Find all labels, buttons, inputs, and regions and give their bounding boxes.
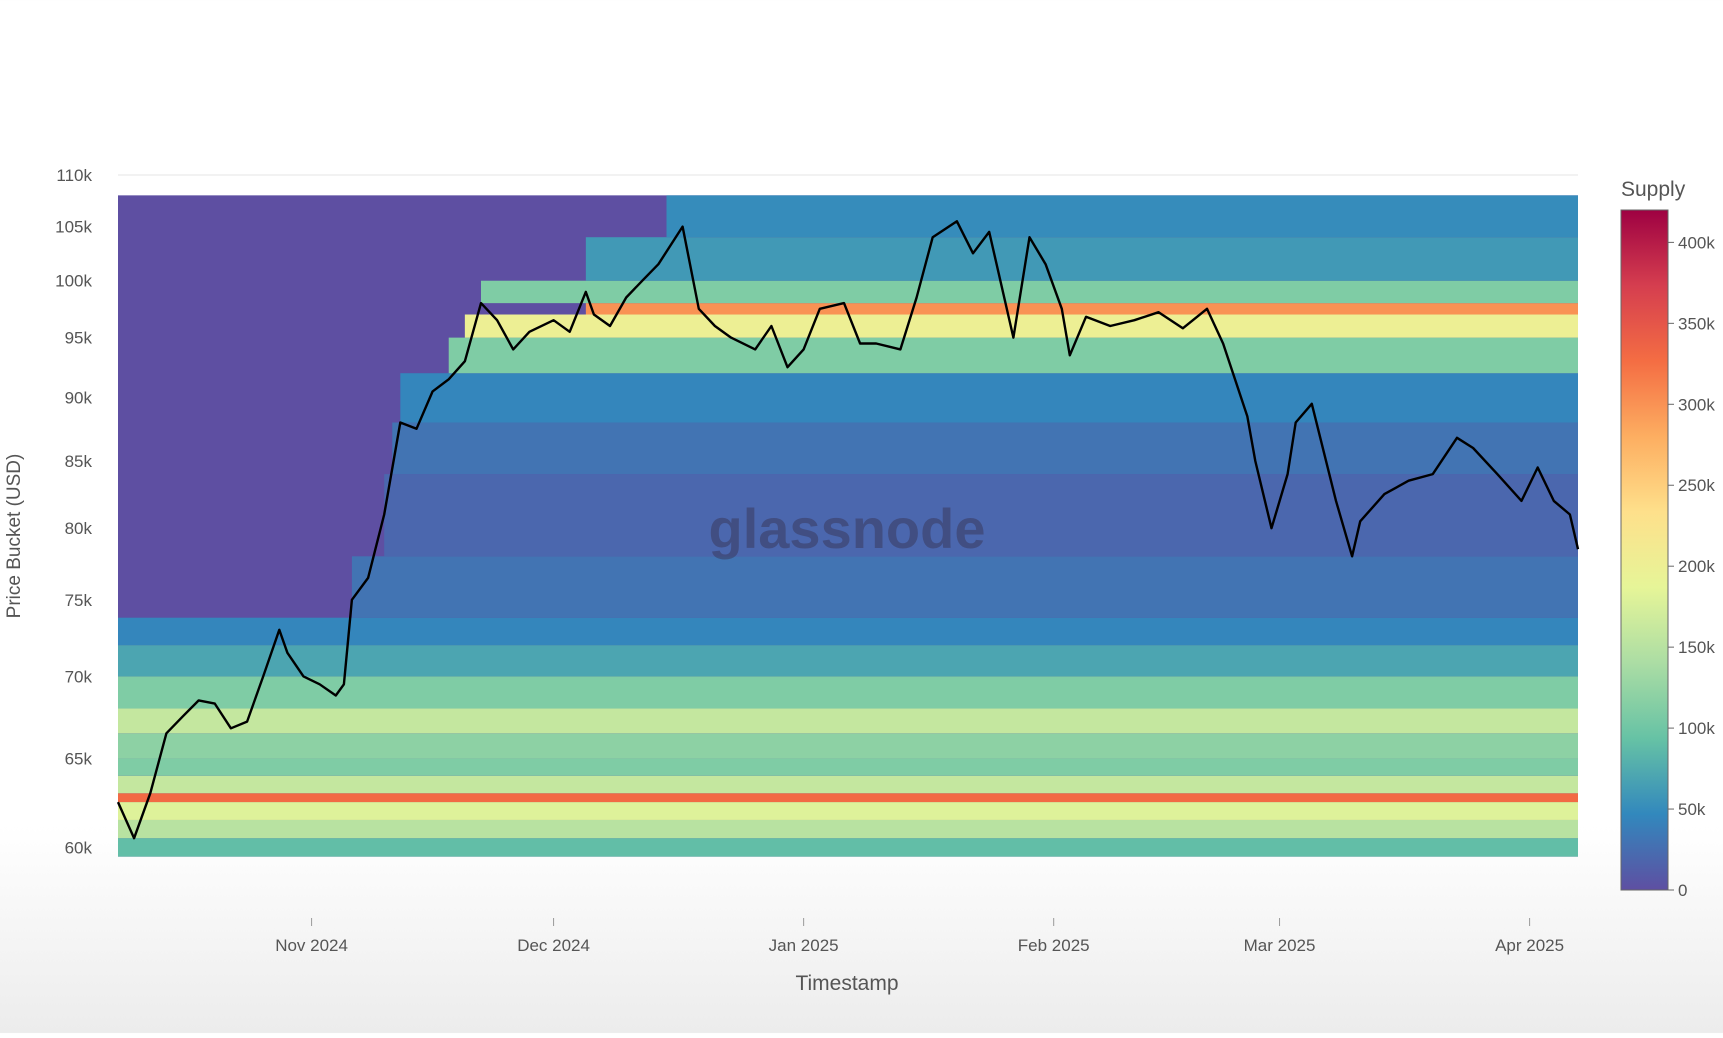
colorbar-tick-label: 400k: [1678, 233, 1715, 252]
colorbar-tick-label: 250k: [1678, 476, 1715, 495]
colorbar-tick-label: 0: [1678, 881, 1687, 900]
colorbar: Supply 0 50k 100k 150k 200k 250k 300k 350k 400k: [1620, 178, 1715, 900]
y-tick-label: 80k: [65, 519, 93, 538]
heatmap-band: [118, 802, 1578, 820]
heatmap-band: [384, 474, 1578, 557]
x-axis-label: Timestamp: [795, 972, 898, 995]
price-line-layer: [116, 220, 1580, 840]
y-tick-label: 75k: [65, 591, 93, 610]
y-axis-label: Price Bucket (USD): [4, 454, 25, 619]
x-tick-label: Mar 2025: [1244, 936, 1316, 955]
x-axis: Nov 2024 Dec 2024 Jan 2025 Feb 2025 Mar 2025…: [275, 918, 1564, 955]
y-tick-label: 85k: [65, 452, 93, 471]
watermark: glassnode: [709, 497, 986, 560]
heatmap-band: [585, 237, 1578, 281]
y-tick-label: 70k: [65, 667, 93, 686]
heatmap-band: [118, 676, 1578, 709]
colorbar-tick-label: 50k: [1678, 800, 1706, 819]
y-tick-label: 110k: [56, 166, 92, 185]
heatmap-band: [480, 280, 1579, 304]
colorbar-title: Supply: [1621, 178, 1686, 201]
y-tick-label: 60k: [65, 838, 93, 857]
heatmap-band: [392, 422, 1578, 475]
y-tick-label: 105k: [55, 218, 92, 237]
heatmap-band: [666, 195, 1578, 238]
price-line: [116, 220, 1580, 840]
colorbar-gradient: [1620, 209, 1669, 891]
heatmap-band: [118, 758, 1578, 776]
colorbar-ticks: 0 50k 100k 150k 200k 250k 300k 350k 400k: [1668, 233, 1715, 900]
heatmap-band: [118, 775, 1578, 794]
heatmap-band: [118, 819, 1578, 839]
heatmap-band: [118, 793, 1578, 803]
y-tick-label: 95k: [65, 329, 93, 348]
heatmap-band: [118, 645, 1578, 677]
y-axis: 60k 65k 70k 75k 80k 85k 90k 95k 100k 105k 110k: [55, 166, 92, 857]
colorbar-tick-label: 350k: [1678, 314, 1715, 333]
x-tick-label: Jan 2025: [769, 936, 839, 955]
heatmap-band: [464, 314, 1578, 338]
x-tick-label: Feb 2025: [1018, 936, 1090, 955]
heatmap-band: [118, 617, 1578, 646]
heatmap-band: [585, 303, 1578, 315]
heatmap-band: [118, 838, 1578, 857]
heatmap-band: [118, 733, 1578, 759]
y-tick-label: 90k: [65, 389, 93, 408]
x-tick-label: Apr 2025: [1495, 936, 1564, 955]
x-tick-label: Dec 2024: [517, 936, 590, 955]
colorbar-tick-label: 300k: [1678, 395, 1715, 414]
heatmap-band: [448, 337, 1578, 374]
colorbar-tick-label: 100k: [1678, 719, 1715, 738]
colorbar-tick-label: 200k: [1678, 557, 1715, 576]
x-tick-label: Nov 2024: [275, 936, 348, 955]
heatmap-band: [351, 556, 1579, 618]
heatmap-layer: [118, 195, 1579, 857]
heatmap-band: [118, 708, 1578, 734]
y-tick-label: 65k: [65, 750, 93, 769]
heatmap-band: [400, 373, 1578, 423]
y-tick-label: 100k: [55, 272, 92, 291]
colorbar-tick-label: 150k: [1678, 638, 1715, 657]
